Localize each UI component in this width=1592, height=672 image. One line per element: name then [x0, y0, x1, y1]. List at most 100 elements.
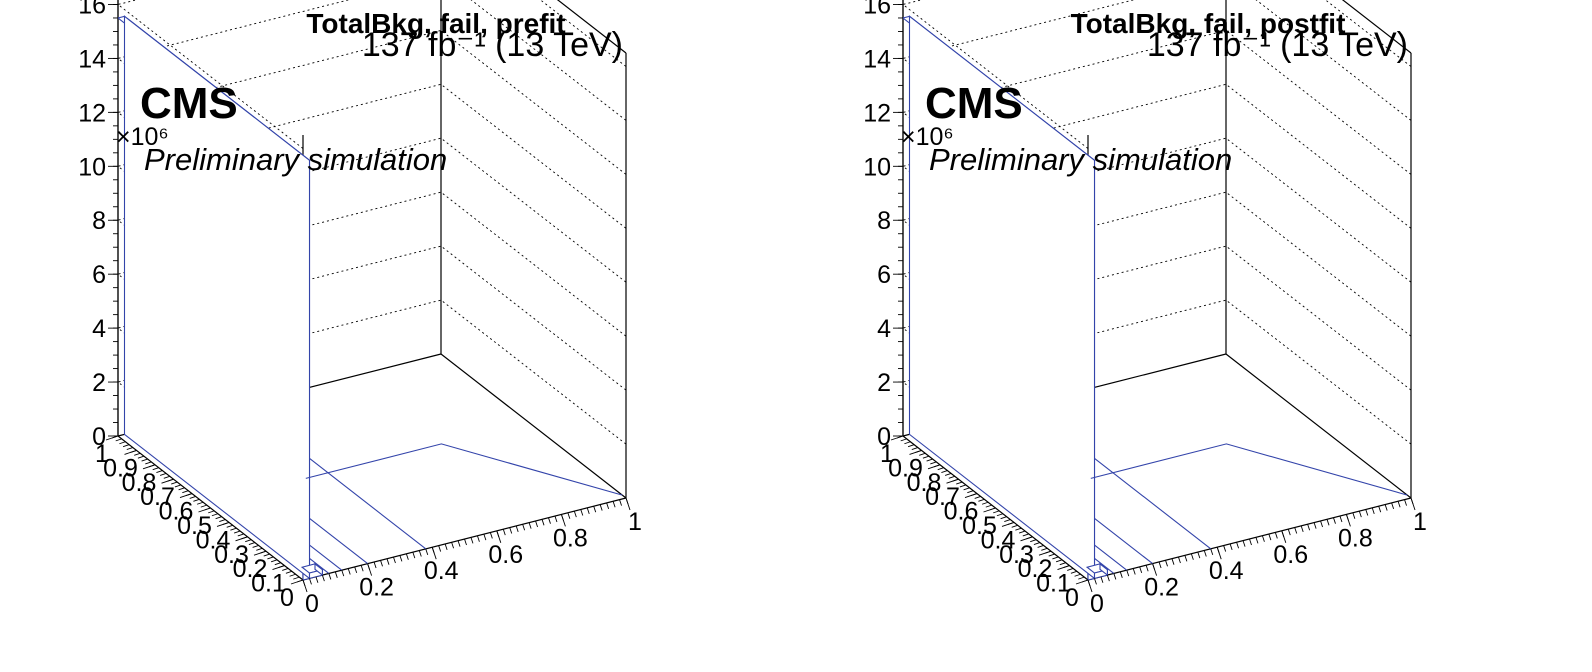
panel-title: TotalBkg, fail, postfit: [1071, 8, 1346, 39]
x-minor-tick: [541, 519, 545, 526]
x-minor-tick: [405, 553, 409, 560]
x-minor-tick: [341, 570, 345, 577]
y-minor-tick: [967, 490, 974, 494]
z-tick-label: 14: [863, 45, 891, 73]
y-minor-tick: [248, 542, 256, 545]
y-minor-tick: [974, 496, 981, 499]
x-minor-tick: [1145, 565, 1149, 572]
x-minor-tick: [1294, 527, 1298, 534]
y-minor-tick: [159, 473, 167, 476]
x-minor-tick: [580, 509, 584, 516]
y-minor-tick: [285, 570, 293, 574]
y-tick-label: 0: [1065, 584, 1079, 612]
y-tick-label: 0.6: [159, 498, 194, 526]
z-grid-line: [901, 83, 1412, 311]
y-tick-label: 0.2: [1018, 555, 1053, 583]
y-tick-label: 1: [880, 440, 894, 468]
y-minor-tick: [981, 501, 989, 505]
frame-edge: [556, 0, 627, 54]
y-minor-tick: [137, 455, 145, 459]
y-minor-tick: [263, 553, 270, 557]
y-minor-tick: [1011, 524, 1018, 528]
y-minor-tick: [193, 498, 200, 502]
x-minor-tick: [1352, 512, 1356, 519]
y-minor-tick: [1074, 573, 1081, 577]
x-minor-tick: [593, 506, 597, 513]
x-minor-tick: [1326, 519, 1330, 526]
y-minor-tick: [1018, 530, 1026, 534]
x-minor-tick: [1171, 558, 1175, 565]
y-tick-label: 0.3: [214, 541, 249, 569]
z-tick-label: 4: [877, 315, 891, 343]
y-minor-tick: [919, 452, 926, 456]
x-minor-tick: [1365, 509, 1369, 516]
y-minor-tick: [933, 464, 941, 468]
x-minor-tick: [1242, 540, 1246, 547]
y-minor-tick: [274, 562, 281, 566]
x-minor-tick: [321, 574, 325, 582]
x-minor-tick: [1384, 504, 1388, 511]
bar-plane-edge: [305, 443, 623, 496]
y-minor-tick: [930, 461, 937, 465]
x-minor-tick: [418, 550, 422, 557]
x-minor-tick: [476, 535, 480, 542]
y-minor-tick: [996, 513, 1004, 517]
x-tick-label: 0.2: [1144, 574, 1179, 602]
y-tick-label: 0.7: [140, 483, 175, 511]
y-tick-label: 0.5: [177, 512, 212, 540]
x-tick-label: 0.8: [1338, 524, 1373, 552]
x-minor-tick: [1236, 542, 1240, 549]
y-minor-tick: [993, 510, 1000, 514]
x-minor-tick: [386, 558, 390, 565]
y-minor-tick: [956, 481, 963, 485]
x-minor-tick: [399, 555, 403, 562]
y-minor-tick: [978, 498, 985, 502]
z-tick-label: 4: [92, 315, 106, 343]
y-minor-tick: [1004, 519, 1011, 522]
x-minor-tick: [1113, 573, 1117, 580]
y-minor-tick: [115, 438, 122, 442]
z-tick-label: 12: [863, 99, 891, 127]
x-minor-tick: [1190, 553, 1194, 560]
extra-label: Preliminary simulation: [144, 142, 447, 177]
bar-side-face: [123, 15, 311, 580]
bar-plane-edge: [1090, 443, 1408, 496]
y-minor-tick: [237, 533, 244, 537]
x-minor-tick: [548, 517, 551, 524]
y-minor-tick: [293, 576, 300, 580]
z-tick-label: 16: [863, 0, 891, 19]
x-tick-label: 0.4: [1209, 557, 1244, 585]
x-minor-tick: [1165, 560, 1168, 567]
x-minor-tick: [1203, 550, 1207, 557]
axis-ticks: [890, 4, 1416, 593]
x-minor-tick: [619, 499, 622, 506]
x-minor-tick: [1087, 579, 1091, 587]
y-minor-tick: [952, 478, 959, 482]
x-minor-tick: [1281, 530, 1285, 537]
y-minor-tick: [226, 524, 233, 528]
x-minor-tick: [444, 543, 448, 551]
axis-ticks: [105, 4, 631, 593]
x-minor-tick: [1152, 563, 1156, 570]
y-minor-tick: [134, 452, 141, 456]
y-minor-tick: [1041, 547, 1048, 551]
x-tick-label: 1: [628, 508, 642, 536]
y-tick-label: 0.5: [962, 512, 997, 540]
y-minor-tick: [959, 484, 967, 488]
y-minor-tick: [970, 493, 978, 497]
x-minor-tick: [573, 510, 577, 518]
y-minor-tick: [130, 449, 137, 453]
x-minor-tick: [354, 566, 358, 574]
y-minor-tick: [178, 487, 185, 491]
x-minor-tick: [347, 568, 351, 575]
z-tick-label: 2: [877, 369, 891, 397]
y-minor-tick: [296, 579, 304, 583]
x-minor-tick: [1229, 543, 1233, 551]
y-minor-tick: [1015, 527, 1022, 531]
y-minor-tick: [944, 473, 952, 476]
y-minor-tick: [230, 527, 237, 531]
y-minor-tick: [174, 484, 182, 488]
bar-side-face: [314, 562, 323, 577]
y-minor-tick: [1070, 570, 1078, 574]
y-minor-tick: [196, 501, 204, 505]
